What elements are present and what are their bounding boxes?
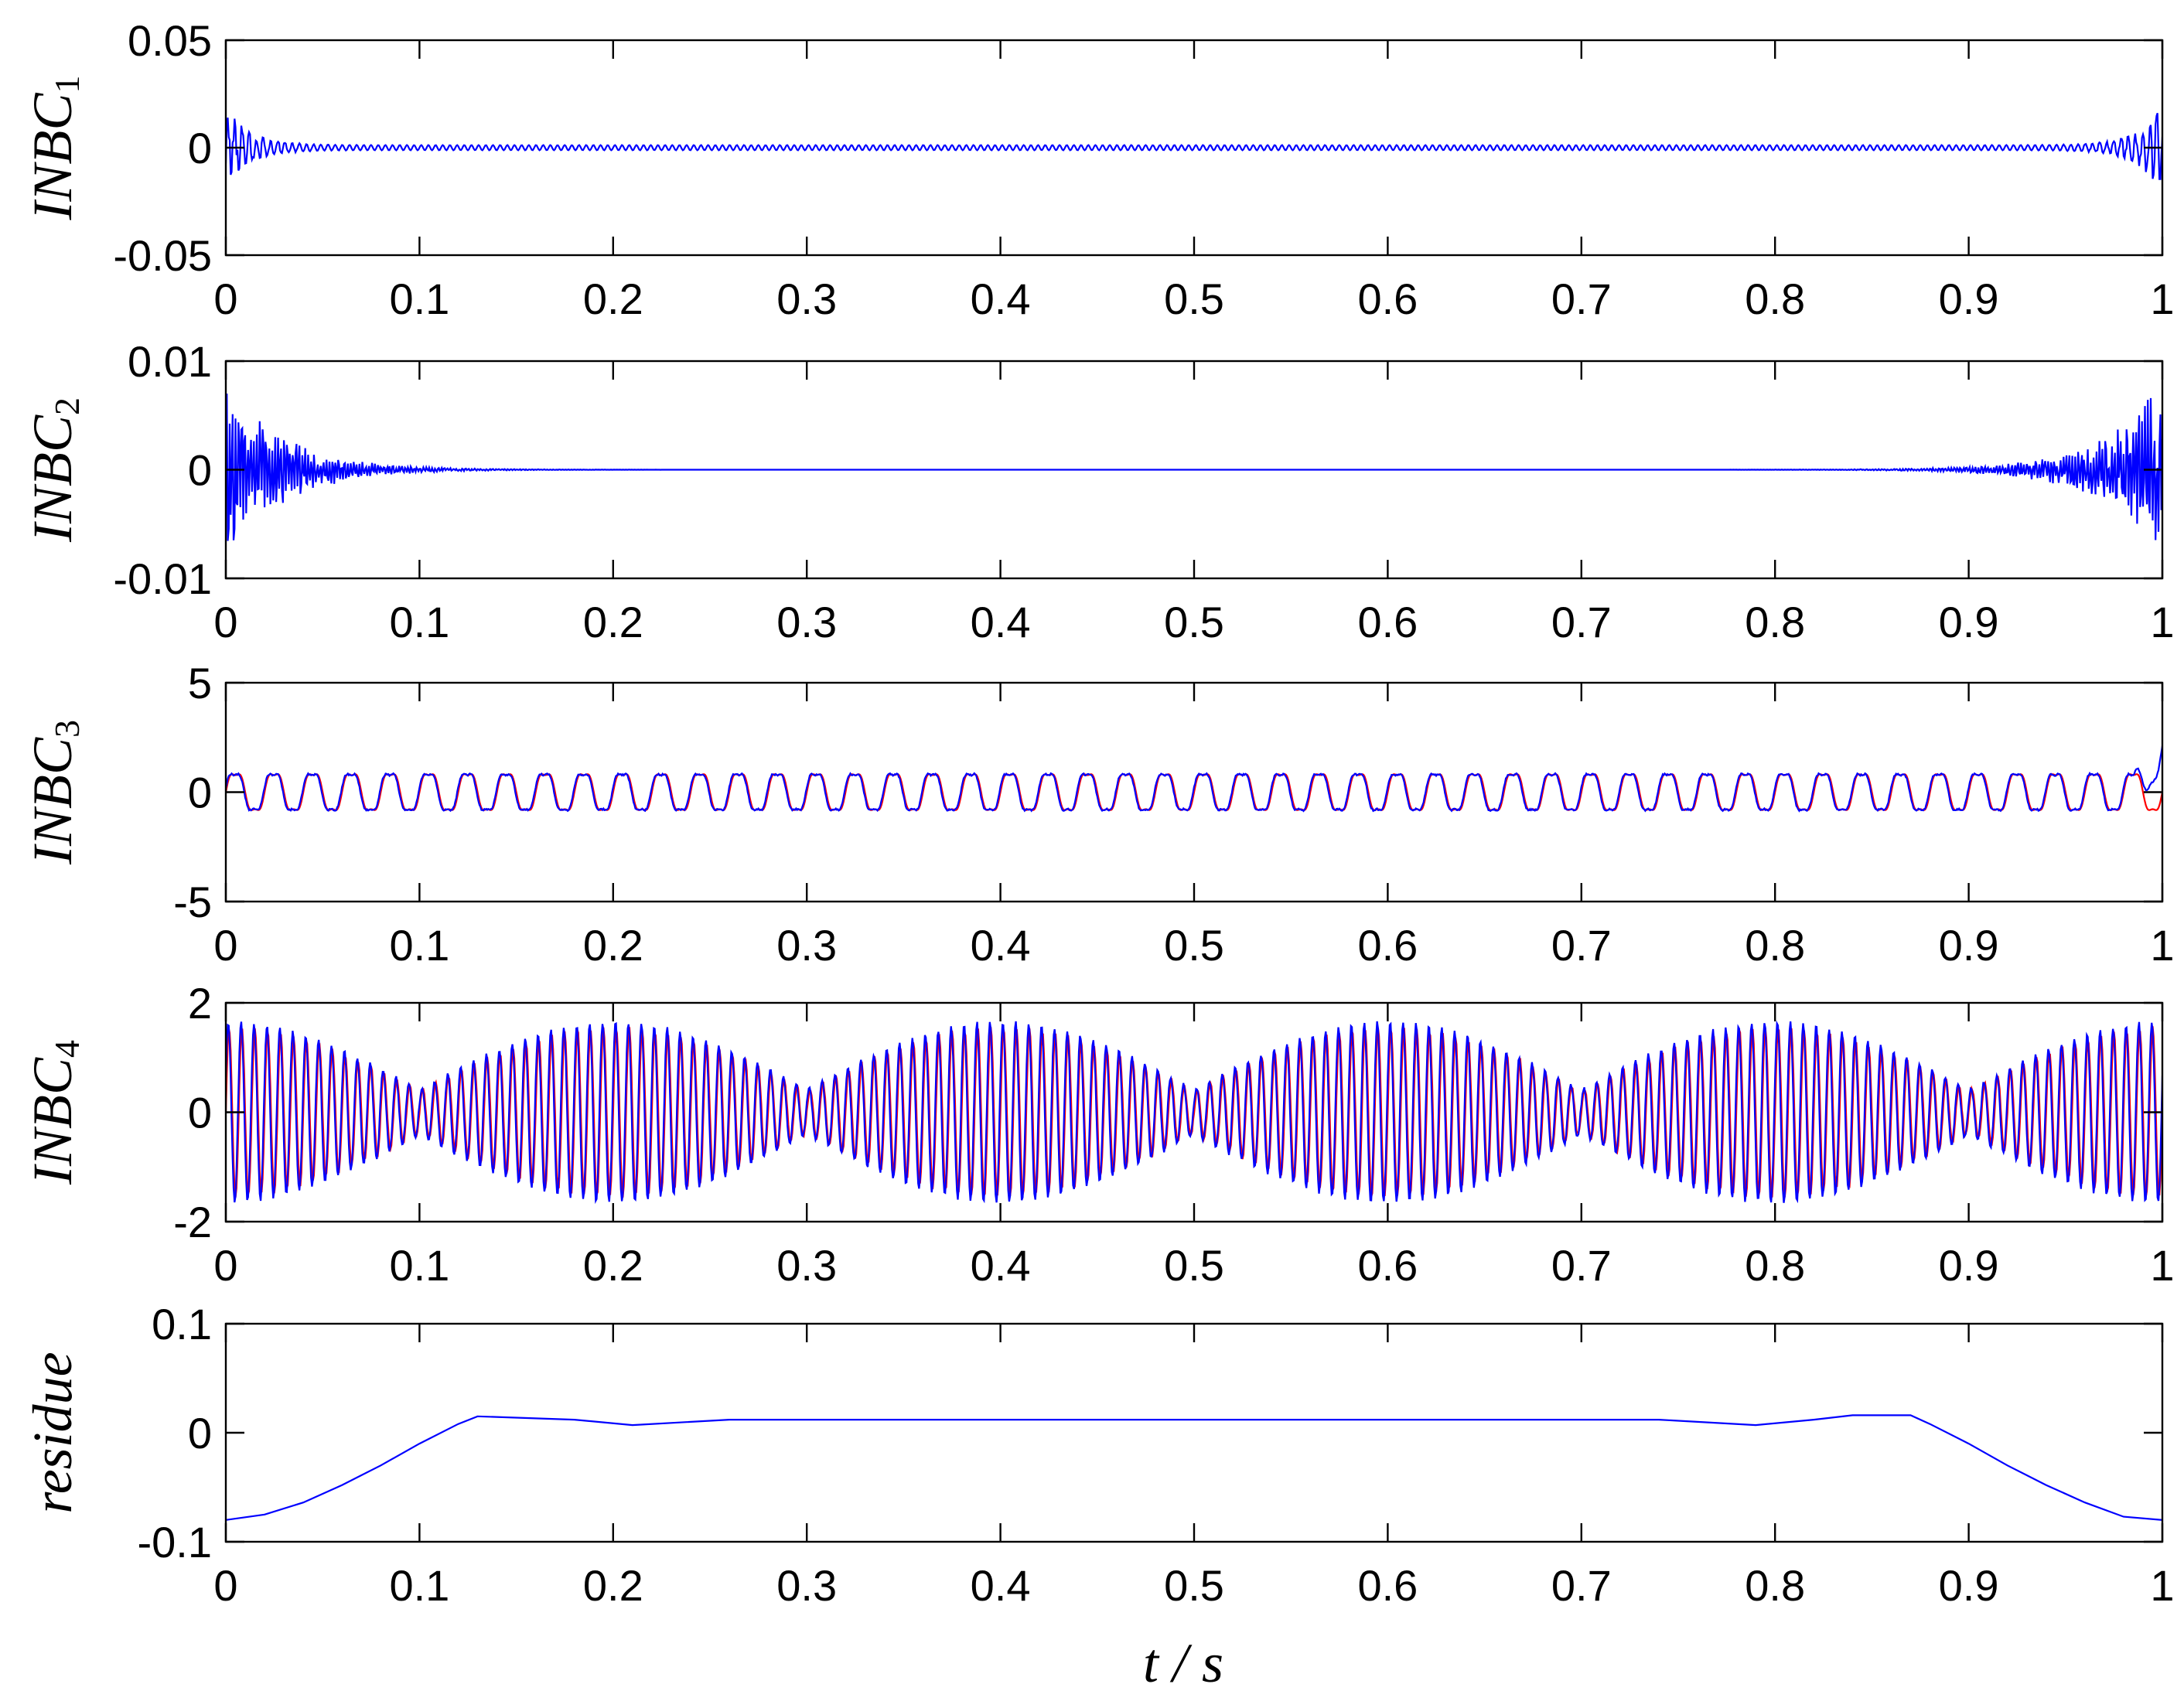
x-axis-label: t / s (1143, 1632, 1223, 1694)
plot-area (226, 112, 2162, 180)
x-tick-label: 0 (213, 598, 237, 646)
x-tick-label: 0.7 (1551, 1561, 1612, 1610)
x-tick-label: 0.7 (1551, 598, 1612, 646)
x-tick-label: 0 (213, 921, 237, 970)
x-tick-label: 0.5 (1164, 1241, 1224, 1290)
plot-area (226, 745, 2162, 813)
x-tick-label: 0.7 (1551, 921, 1612, 970)
x-tick-label: 0.9 (1939, 274, 1999, 323)
x-tick-label: 0.7 (1551, 274, 1612, 323)
y-axis-label: INBC1 (22, 75, 87, 220)
x-tick-label: 0.2 (583, 1241, 643, 1290)
y-axis-label: INBC2 (22, 397, 87, 543)
y-tick-label: 0 (188, 446, 212, 495)
series-line-blue (226, 1020, 2162, 1205)
x-tick-label: 1 (2150, 1241, 2174, 1290)
x-tick-label: 0.6 (1357, 274, 1418, 323)
x-tick-label: 0.2 (583, 598, 643, 646)
y-axis-label: INBC3 (22, 720, 87, 865)
x-tick-label: 0.5 (1164, 598, 1224, 646)
x-tick-label: 0 (213, 1241, 237, 1290)
x-tick-label: 0.4 (971, 274, 1031, 323)
x-tick-label: 0.3 (776, 274, 837, 323)
x-tick-label: 0.3 (776, 921, 837, 970)
x-tick-label: 0.1 (389, 1241, 449, 1290)
subplot-stack: 0 0.1 0.2 0.3 0.4 0.5 0.6 0.7 0.8 0.9 10.050-0.05I… (22, 16, 2175, 1610)
x-tick-label: 0.8 (1745, 921, 1805, 970)
y-tick-label: 2 (188, 979, 212, 1028)
y-axis-label: INBC4 (22, 1040, 87, 1185)
x-tick-label: 0.1 (389, 274, 449, 323)
y-axis-label: residue (22, 1352, 84, 1513)
y-tick-label: -0.1 (138, 1518, 213, 1567)
x-tick-label: 0.1 (389, 598, 449, 646)
x-tick-label: 0.2 (583, 1561, 643, 1610)
x-tick-label: 0 (213, 274, 237, 323)
subplot-2: 0 0.1 0.2 0.3 0.4 0.5 0.6 0.7 0.8 0.9 10.010-0.01I… (22, 337, 2175, 646)
x-tick-label: 0.6 (1357, 1241, 1418, 1290)
x-tick-label: 0.6 (1357, 1561, 1418, 1610)
x-tick-label: 0.5 (1164, 921, 1224, 970)
x-tick-label: 0.4 (971, 598, 1031, 646)
x-tick-label: 1 (2150, 274, 2174, 323)
x-tick-label: 0.7 (1551, 1241, 1612, 1290)
y-tick-label: 5 (188, 659, 212, 707)
x-tick-label: 0.4 (971, 921, 1031, 970)
y-tick-label: -5 (173, 878, 212, 926)
y-tick-label: 0 (188, 1409, 212, 1457)
x-tick-label: 0.1 (389, 921, 449, 970)
y-tick-label: 0 (188, 769, 212, 817)
x-tick-label: 0.9 (1939, 598, 1999, 646)
x-tick-label: 0.3 (776, 1561, 837, 1610)
plot-area (226, 1414, 2162, 1521)
x-tick-label: 0.9 (1939, 921, 1999, 970)
x-tick-label: 0.5 (1164, 274, 1224, 323)
x-tick-label: 1 (2150, 598, 2174, 646)
x-tick-label: 1 (2150, 921, 2174, 970)
x-tick-label: 0.4 (971, 1561, 1031, 1610)
x-tick-label: 0.4 (971, 1241, 1031, 1290)
series-line-blue (226, 394, 2162, 541)
y-tick-label: -0.01 (113, 554, 212, 603)
x-tick-label: 1 (2150, 1561, 2174, 1610)
x-tick-label: 0.9 (1939, 1561, 1999, 1610)
series-line-blue (226, 112, 2162, 180)
y-tick-label: 0.1 (152, 1300, 212, 1348)
y-tick-label: 0.01 (128, 337, 212, 386)
x-tick-label: 0.8 (1745, 274, 1805, 323)
y-tick-label: -2 (173, 1198, 212, 1246)
series-line-blue (226, 1414, 2162, 1521)
x-tick-label: 0.2 (583, 274, 643, 323)
x-tick-label: 0.3 (776, 1241, 837, 1290)
x-tick-label: 0.9 (1939, 1241, 1999, 1290)
series-line-blue (226, 745, 2162, 813)
x-tick-label: 0.6 (1357, 921, 1418, 970)
x-tick-label: 0.5 (1164, 1561, 1224, 1610)
x-tick-label: 0.8 (1745, 1561, 1805, 1610)
x-tick-label: 0 (213, 1561, 237, 1610)
x-tick-label: 0.1 (389, 1561, 449, 1610)
y-tick-label: 0 (188, 124, 212, 172)
plot-area (226, 394, 2162, 541)
subplot-5: 0 0.1 0.2 0.3 0.4 0.5 0.6 0.7 0.8 0.9 10.10-0.1res… (22, 1300, 2175, 1610)
x-tick-label: 0.8 (1745, 1241, 1805, 1290)
subplot-1: 0 0.1 0.2 0.3 0.4 0.5 0.6 0.7 0.8 0.9 10.050-0.05I… (22, 16, 2175, 323)
x-tick-label: 0.2 (583, 921, 643, 970)
plot-area (226, 1020, 2162, 1205)
y-tick-label: -0.05 (113, 231, 212, 280)
y-tick-label: 0.05 (128, 16, 212, 65)
x-tick-label: 0.8 (1745, 598, 1805, 646)
x-tick-label: 0.6 (1357, 598, 1418, 646)
y-tick-label: 0 (188, 1089, 212, 1137)
x-tick-label: 0.3 (776, 598, 837, 646)
